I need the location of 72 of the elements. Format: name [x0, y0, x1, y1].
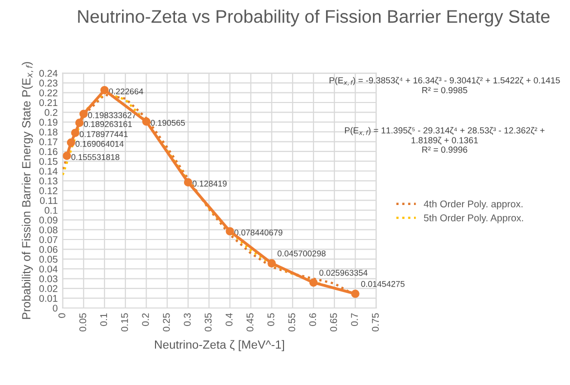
- y-tick-label: 0.24: [39, 70, 58, 77]
- data-label: 0.169064014: [76, 140, 124, 147]
- y-tick-label: 0.21: [39, 99, 58, 106]
- y-tick-label: 0.14: [39, 168, 58, 175]
- chart-title: Neutrino-Zeta vs Probability of Fission Barrier Energy State: [78, 10, 550, 26]
- x-tick-label: 0.45: [246, 313, 254, 332]
- x-tick-label: 0.05: [79, 313, 86, 332]
- y-tick-label: 0: [52, 304, 58, 312]
- legend-label: 4th Order Poly. approx.: [424, 200, 522, 210]
- y-tick-label: 0.01: [39, 294, 58, 302]
- y-tick-label: 0.06: [39, 246, 58, 253]
- y-tick-label: 0.15: [39, 158, 58, 165]
- y-tick-label: 0.23: [39, 80, 58, 87]
- data-label: 0.155531818: [71, 154, 120, 160]
- y-tick-label: 0.22: [39, 89, 58, 96]
- x-tick-label: 0.65: [330, 313, 338, 332]
- y-tick-label: 0.1: [44, 206, 58, 214]
- y-tick-label: 0.02: [39, 285, 58, 292]
- x-tick-label: 0.7: [351, 313, 358, 326]
- y-tick-label: 0.11: [40, 197, 58, 204]
- x-tick-label: 0.1: [100, 313, 108, 326]
- y-tick-label: 0.05: [39, 256, 58, 263]
- data-label: 0.078440679: [234, 230, 282, 236]
- x-tick-label: 0.35: [204, 313, 212, 332]
- point: [79, 110, 88, 118]
- y-tick-label: 0.07: [39, 236, 58, 244]
- point: [351, 290, 360, 298]
- y-tick-label: 0.04: [39, 266, 58, 272]
- x-tick-label: 0.25: [162, 313, 170, 332]
- data-label: 0.198333627: [88, 112, 136, 118]
- point: [184, 178, 192, 187]
- point: [309, 278, 318, 287]
- y-tick-label: 0.17: [39, 138, 58, 146]
- point: [66, 138, 76, 147]
- point: [142, 117, 150, 126]
- annotation: P(E$_{x,f}$) = 11.395ζ⁵ - 29.314ζ⁴ + 28.53ζ³ - 12.362ζ² + 1.8189ζ + 0.1361 R² = 0.9996: [345, 127, 544, 153]
- point: [268, 259, 276, 268]
- y-tick-label: 0.13: [39, 178, 58, 184]
- y-tick-label: 0.16: [39, 148, 58, 156]
- y-tick-label: 0.12: [39, 187, 58, 194]
- y-tick-label: 0.19: [39, 118, 58, 126]
- x-tick-label: 0.75: [372, 313, 379, 332]
- point: [75, 118, 84, 127]
- y-tick-label: 0.2: [44, 109, 58, 116]
- data-label: 0.222664: [108, 88, 144, 94]
- x-tick-label: 0.5: [267, 313, 274, 326]
- y-tick-label: 0.03: [39, 275, 58, 282]
- y-tick-label: 0.08: [39, 226, 58, 234]
- y-tick-label: 0.09: [39, 216, 58, 224]
- point: [62, 152, 72, 160]
- data-label: 0.178977441: [80, 131, 128, 138]
- data-label: 0.128419: [192, 180, 227, 187]
- point: [226, 227, 234, 236]
- x-tick-label: 0.3: [184, 313, 191, 326]
- legend-label: 5th Order Poly. Approx.: [424, 214, 524, 224]
- y-tick-label: 0.18: [39, 128, 58, 136]
- data-label: 0.01454275: [361, 281, 405, 287]
- data-label: 0.190565: [150, 120, 185, 126]
- point: [100, 86, 109, 94]
- x-tick-label: 0.6: [309, 313, 316, 326]
- data-label: 0.045700298: [278, 250, 326, 256]
- x-axis-title: Neutrino-Zeta ζ [MeV^-1]: [155, 340, 284, 352]
- point: [71, 128, 80, 138]
- data-label: 0.025963354: [319, 270, 368, 276]
- x-tick-label: 0: [58, 313, 66, 318]
- y-axis-title: Probability of Fission Barrier Energy State P(E$_{x,f}$): [22, 62, 34, 319]
- x-tick-label: 0.2: [142, 313, 149, 326]
- data-label: 0.189263161: [84, 121, 132, 128]
- annotation: P(E$_{x,f}$) = -9.3853ζ⁴ + 16.34ζ³ - 9.3041ζ² + 1.5422ζ + 0.1415 R² = 0.9985: [330, 77, 560, 94]
- x-tick-label: 0.4: [226, 313, 233, 326]
- x-tick-label: 0.15: [121, 313, 128, 332]
- x-tick-label: 0.55: [288, 313, 296, 332]
